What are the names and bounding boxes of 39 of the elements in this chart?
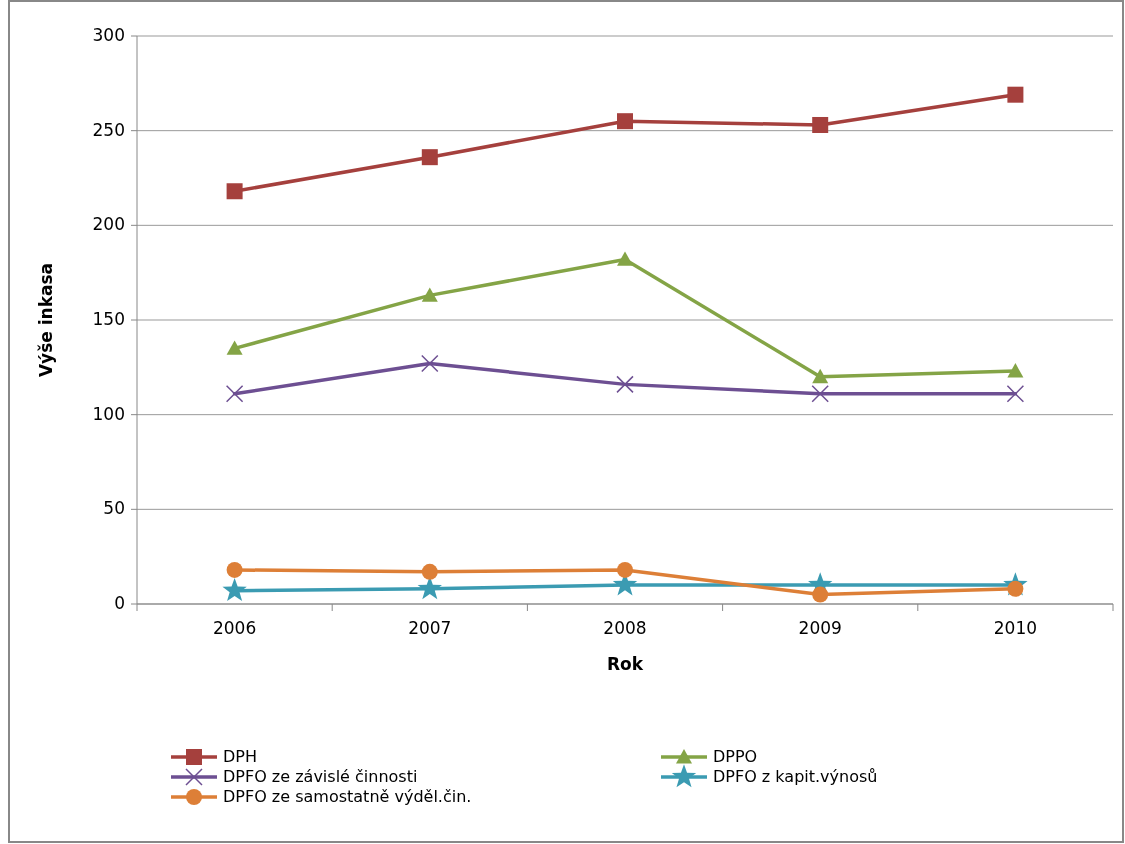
x-tick-label: 2009 (798, 618, 842, 638)
point (421, 563, 438, 580)
point (1006, 385, 1025, 403)
point (812, 586, 829, 603)
legend-label: DPFO z kapit.výnosů (713, 766, 878, 786)
legend-label: DPFO ze samostatně výděl.čin. (223, 786, 472, 806)
point (226, 561, 243, 578)
point (421, 354, 439, 373)
point (617, 561, 633, 578)
point (616, 375, 634, 394)
legend-label: DPH (223, 746, 257, 766)
x-axis-title: Rok (606, 654, 644, 674)
point (812, 116, 829, 133)
point (617, 251, 633, 266)
y-tick-label: 50 (103, 498, 125, 519)
y-tick-label: 100 (92, 403, 125, 424)
point (812, 368, 829, 384)
legend-label: DPFO ze závislé činnosti (223, 766, 418, 786)
point (811, 385, 829, 403)
y-tick-label: 250 (92, 119, 125, 140)
point (617, 113, 633, 130)
point (226, 340, 243, 355)
point (226, 183, 243, 200)
y-tick-label: 0 (114, 593, 125, 613)
point (1007, 86, 1024, 103)
y-tick-label: 200 (92, 214, 125, 235)
x-tick-label: 2008 (603, 618, 647, 638)
point (222, 577, 247, 602)
legend-label: DPPO (713, 746, 758, 766)
y-axis-title: Výše inkasa (36, 262, 56, 378)
point (225, 385, 244, 403)
y-tick-label: 300 (92, 25, 125, 45)
point (1007, 363, 1024, 378)
x-tick-label: 2006 (212, 618, 257, 638)
y-tick-label: 150 (92, 309, 125, 329)
x-tick-label: 2007 (408, 618, 452, 638)
x-tick-label: 2010 (993, 618, 1038, 638)
point (421, 149, 438, 166)
point (421, 287, 438, 302)
